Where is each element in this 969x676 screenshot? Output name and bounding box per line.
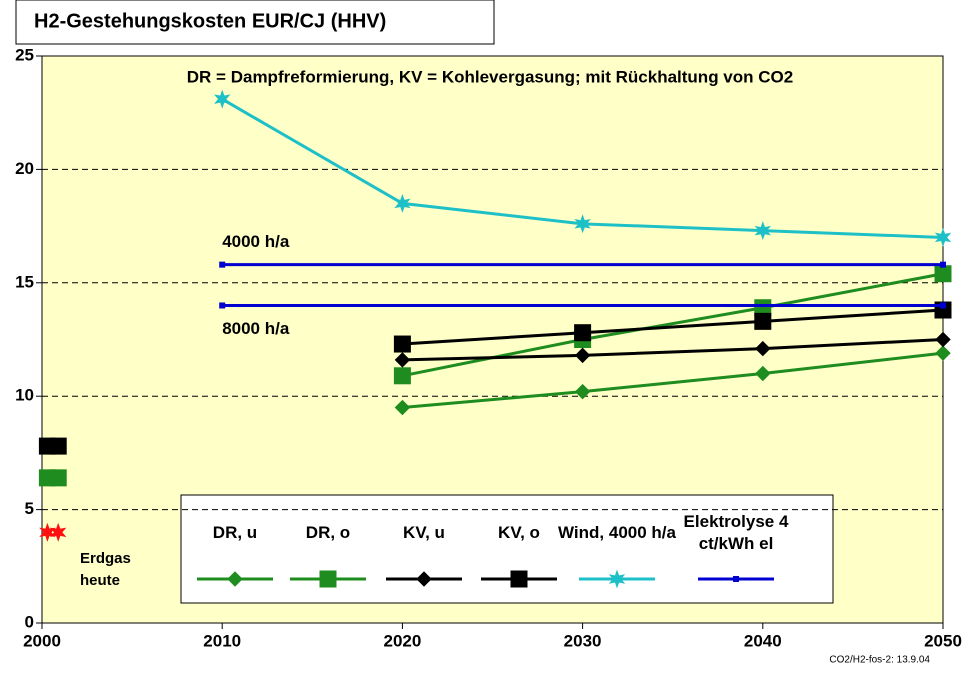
marker	[49, 522, 67, 542]
title-box	[15, 0, 495, 45]
marker	[574, 347, 591, 364]
y-tick-label: 5	[25, 499, 34, 518]
marker	[574, 324, 592, 342]
marker	[755, 340, 771, 357]
marker	[39, 522, 56, 542]
marker	[935, 331, 951, 348]
legend-label: DR, o	[305, 523, 351, 542]
marker	[49, 437, 67, 455]
x-tick-label: 2030	[564, 631, 602, 650]
marker	[934, 265, 952, 283]
marker	[934, 227, 952, 247]
y-tick-label: 25	[15, 45, 34, 64]
x-tick-label: 2010	[203, 631, 241, 650]
marker	[935, 345, 951, 361]
line-label: 4000 h/a	[222, 232, 290, 251]
marker	[754, 221, 772, 241]
marker	[574, 383, 591, 400]
marker	[213, 89, 231, 109]
line	[402, 338, 944, 362]
marker	[755, 365, 771, 382]
marker	[940, 302, 946, 309]
legend-marker	[510, 570, 528, 588]
legend-label: KV, o	[498, 523, 540, 542]
x-tick-label: 2000	[23, 631, 61, 650]
marker	[393, 335, 411, 353]
x-tick-label: 2020	[383, 631, 421, 650]
legend-marker	[319, 570, 337, 588]
line	[402, 308, 944, 346]
y-tick-label: 20	[15, 159, 34, 178]
marker	[394, 399, 411, 416]
y-tick-label: 0	[25, 612, 34, 631]
legend-label: Wind, 4000 h/a	[558, 523, 676, 542]
legend-marker	[227, 571, 243, 587]
legend-marker	[733, 576, 739, 582]
legend-marker	[608, 569, 626, 589]
footer: CO2/H2-fos-2: 13.9.04	[829, 655, 930, 666]
marker	[940, 261, 946, 268]
legend-label: Elektrolyse 4 ct/kWh el	[683, 512, 789, 553]
marker	[394, 352, 411, 368]
today-label: Erdgas heute	[80, 550, 131, 589]
legend-label: DR, u	[212, 523, 258, 542]
legend	[180, 494, 834, 604]
legend-label: KV, u	[403, 523, 445, 542]
marker	[754, 312, 772, 330]
x-tick-label: 2040	[744, 631, 782, 650]
marker	[219, 302, 226, 309]
marker	[574, 214, 591, 234]
marker	[393, 367, 411, 385]
chart-title: H2-Gestehungskosten EUR/CJ (HHV)	[34, 10, 386, 32]
marker	[49, 469, 67, 487]
x-tick-label: 2050	[924, 631, 962, 650]
annotation: DR = Dampfreformierung, KV = Kohlevergas…	[187, 67, 793, 86]
line	[402, 351, 944, 410]
legend-marker	[416, 571, 432, 587]
y-tick-label: 15	[15, 272, 34, 291]
y-tick-label: 10	[15, 386, 34, 405]
line-label: 8000 h/a	[222, 319, 290, 338]
marker	[394, 193, 411, 213]
marker	[219, 261, 226, 268]
